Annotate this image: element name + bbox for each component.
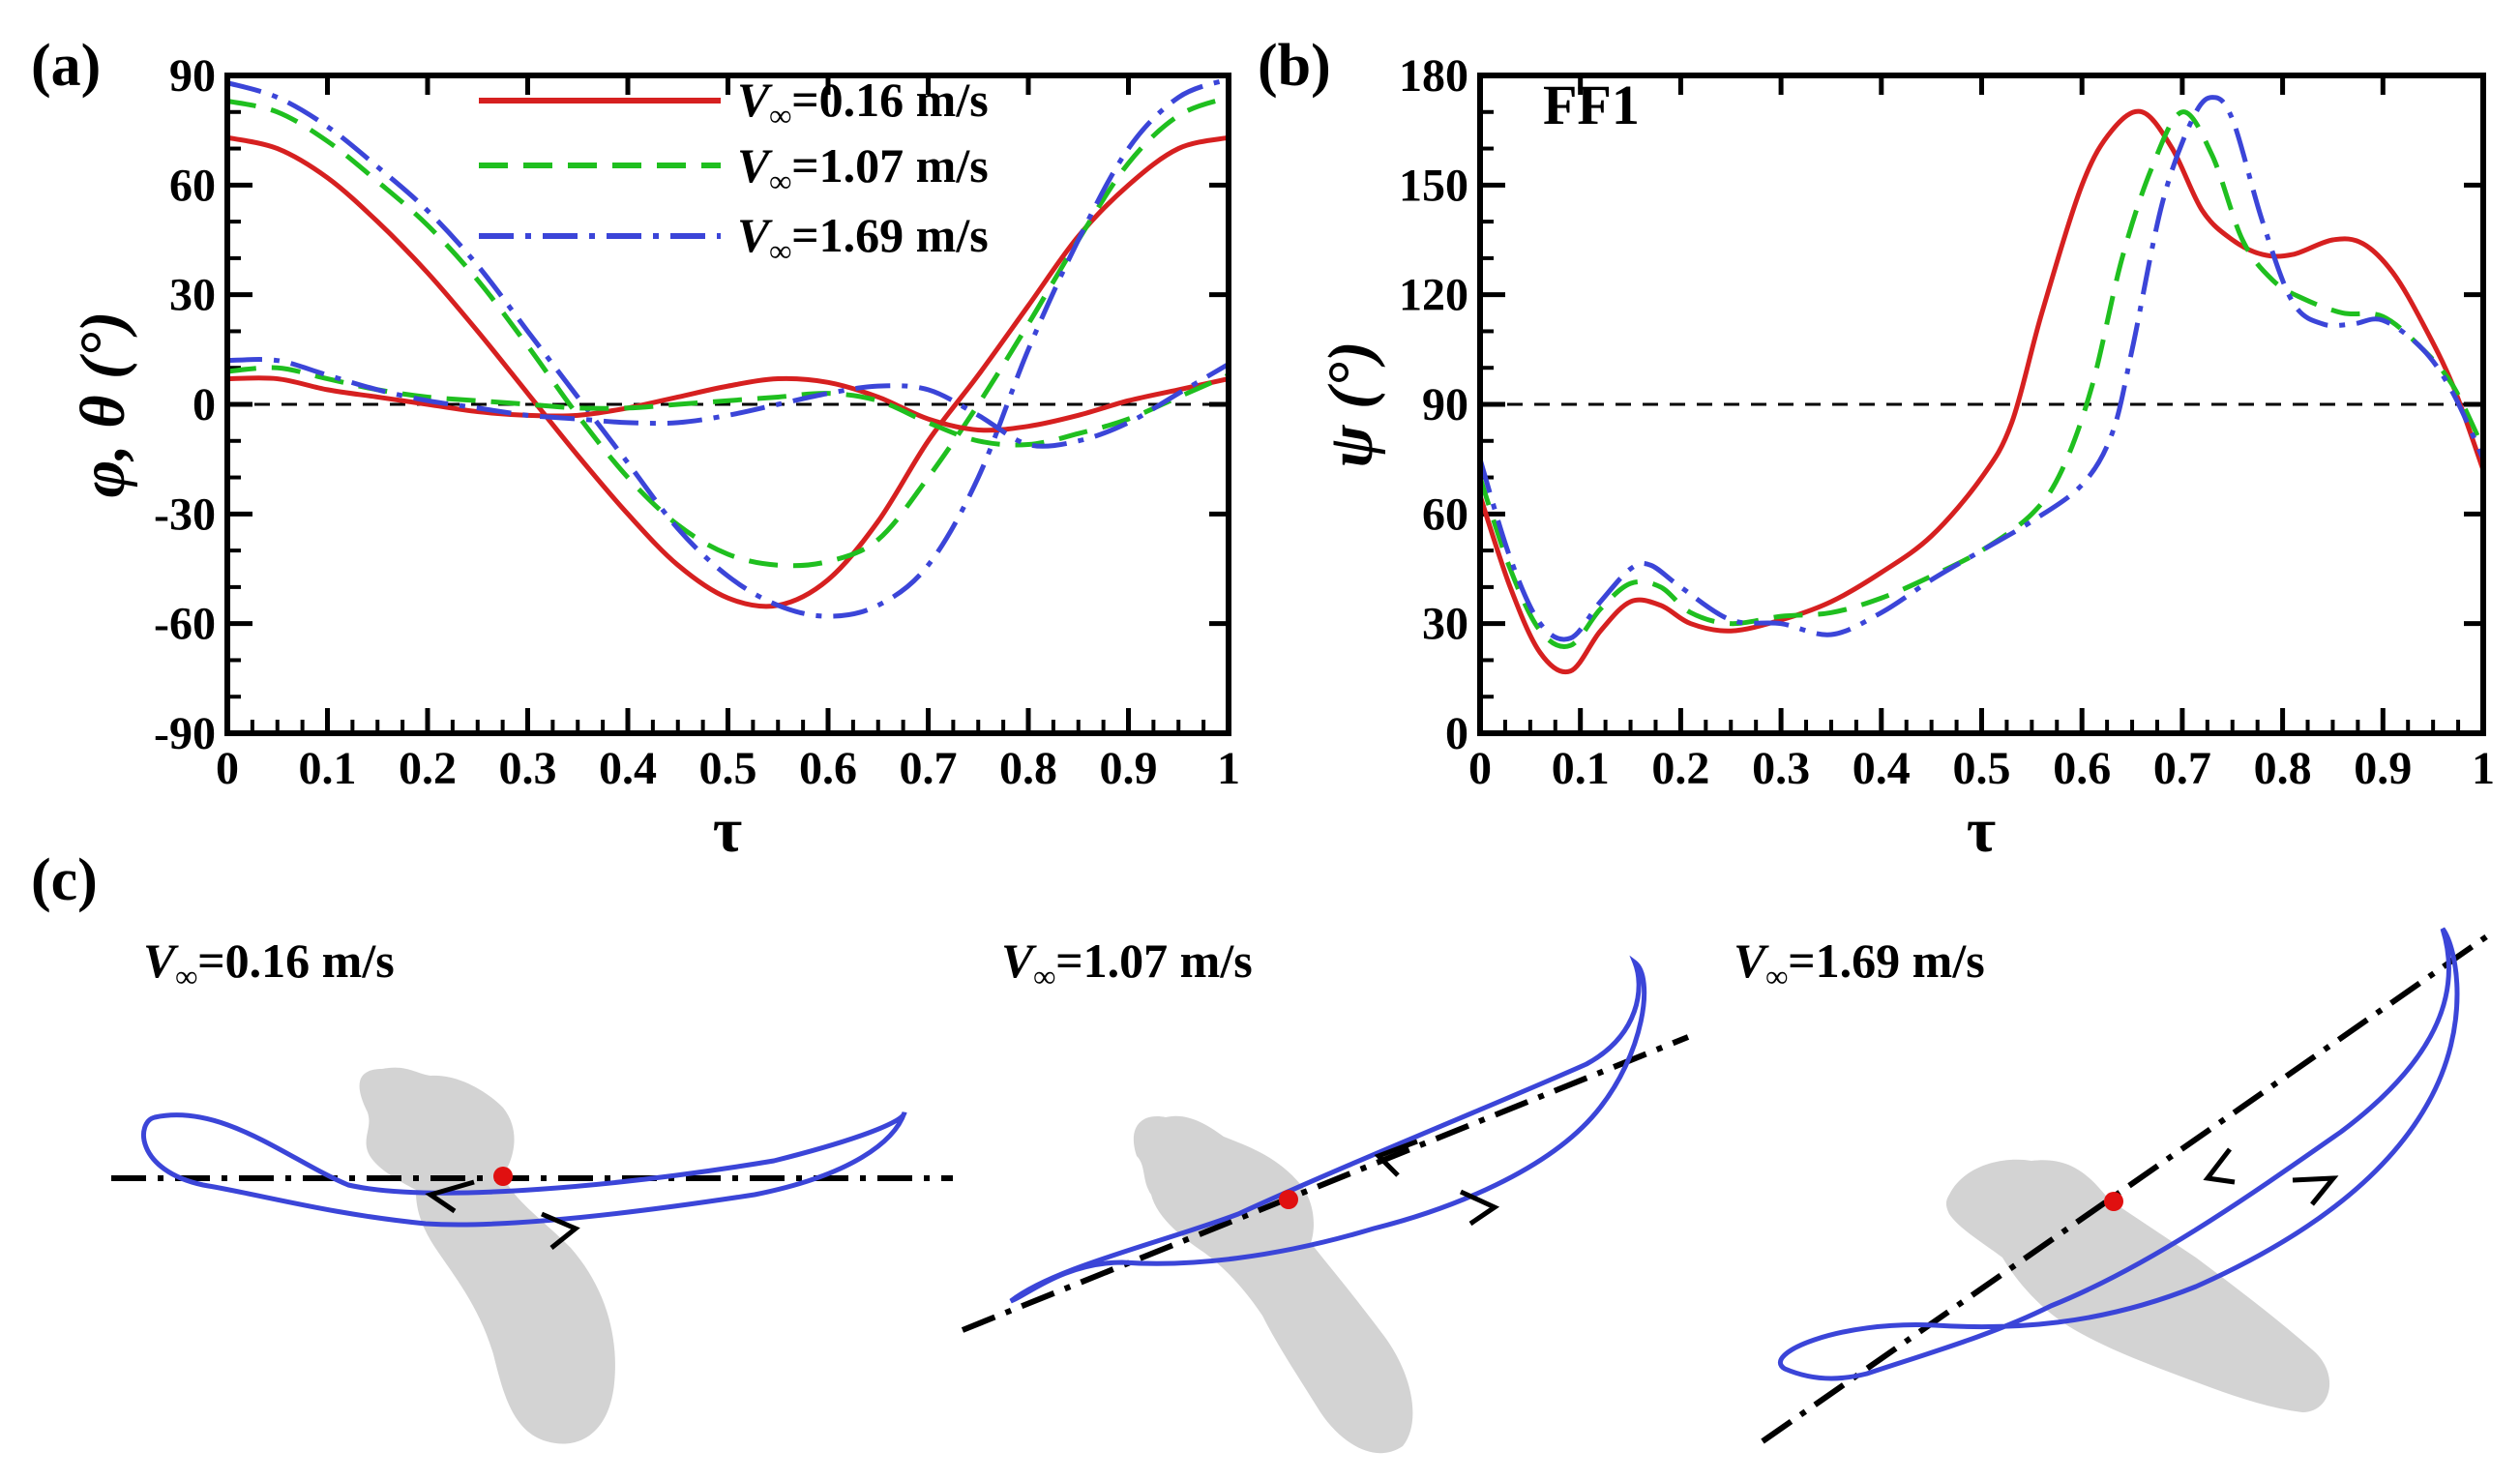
panel-b-series (1477, 95, 2486, 675)
panel-a-series-4 (226, 365, 1230, 448)
subplot-v016: V∞=0.16 m/s (111, 933, 953, 1444)
panel-a-ylabel: φ, θ (°) (68, 311, 138, 498)
x-tick-label: 0.3 (499, 743, 557, 794)
x-tick-label: 0.1 (299, 743, 357, 794)
legend-label-v016: V∞=0.16 m/s (737, 73, 989, 133)
x-tick-label: 0.2 (1651, 743, 1709, 794)
y-tick-label: 0 (193, 379, 216, 430)
x-tick-label: 0.4 (599, 743, 657, 794)
panel-a-series-3 (226, 375, 1230, 433)
fish-body-silhouette (1945, 1159, 2330, 1412)
wing-root-point (2104, 1192, 2123, 1211)
y-tick-label: 90 (169, 50, 216, 102)
x-tick-label: 0.3 (1752, 743, 1810, 794)
panel-a-series (226, 76, 1230, 619)
y-tick-label: 150 (1399, 160, 1468, 211)
panel-b: (b) 0 0.1 0.2 0.3 0.4 0.5 0.6 0.7 0.8 0.9 1 0 30 60 90… (1258, 33, 2495, 866)
x-tick-label: 0.7 (2153, 743, 2211, 794)
panel-b-xlabel: τ (1967, 795, 1996, 866)
x-tick-label: 0.9 (1100, 743, 1158, 794)
panel-c: (c) V∞=0.16 m/s V∞=1.07 m/s V∞=1.69 m/s (31, 847, 2493, 1454)
panel-b-series-2 (1477, 95, 2486, 642)
panel-b-label: (b) (1258, 33, 1331, 99)
fish-body-silhouette (1133, 1115, 1413, 1454)
x-tick-label: 0.9 (2354, 743, 2412, 794)
panel-a-series-2 (226, 76, 1230, 619)
subplot-v169-title: V∞=1.69 m/s (1734, 933, 1985, 993)
y-tick-label: 90 (1422, 379, 1468, 430)
x-tick-label: 0.5 (1953, 743, 2011, 794)
x-tick-label: 0.2 (399, 743, 457, 794)
x-tick-label: 1 (1217, 743, 1240, 794)
y-tick-label: 30 (1422, 599, 1468, 650)
y-tick-label: -90 (154, 708, 216, 759)
panel-b-ylabel: ψ (°) (1316, 341, 1386, 468)
panel-c-label: (c) (31, 847, 98, 913)
x-tick-label: 0.8 (2254, 743, 2312, 794)
direction-arrow-right (541, 1211, 580, 1250)
subplot-v107: V∞=1.07 m/s (961, 933, 1690, 1454)
subplot-v107-title: V∞=1.07 m/s (1001, 933, 1253, 993)
panel-a: (a) 0 0.1 0.2 0.3 0.4 0.5 0.6 0.7 0.8 0.9 1 -90 -60 -… (31, 33, 1240, 866)
panel-b-series-1 (1477, 109, 2486, 649)
panel-a-xlabel: τ (713, 795, 742, 866)
x-tick-label: 0.6 (799, 743, 857, 794)
panel-b-series-0 (1477, 108, 2486, 675)
panel-a-frame (224, 73, 1231, 736)
legend-label-v169: V∞=1.69 m/s (737, 208, 989, 268)
panel-a-label: (a) (31, 33, 101, 99)
stroke-plane-line (1761, 931, 2493, 1444)
panel-a-series-5 (226, 357, 1230, 449)
direction-arrow-left (1374, 1139, 1418, 1177)
direction-arrow-right (1459, 1189, 1500, 1227)
wing-tip-trajectory (1777, 927, 2460, 1381)
legend: V∞=0.16 m/s V∞=1.07 m/s V∞=1.69 m/s (479, 73, 989, 268)
y-tick-label: 30 (169, 270, 216, 321)
x-tick-label: 0.7 (900, 743, 958, 794)
direction-arrow-left (2203, 1147, 2236, 1185)
y-tick-label: 180 (1399, 50, 1468, 102)
x-tick-label: 0.8 (999, 743, 1057, 794)
wing-root-point (493, 1167, 513, 1186)
panel-a-series-0 (226, 134, 1230, 609)
y-tick-label: -30 (154, 489, 216, 540)
stroke-plane-line (961, 1034, 1690, 1333)
fish-body-silhouette (359, 1067, 615, 1444)
wing-root-point (1279, 1190, 1298, 1209)
x-tick-label: 0.6 (2053, 743, 2111, 794)
direction-arrow-left (425, 1179, 475, 1214)
x-tick-label: 0 (1468, 743, 1492, 794)
x-tick-label: 0 (216, 743, 239, 794)
panel-a-series-1 (226, 95, 1230, 569)
wing-tip-trajectory (1009, 955, 1647, 1304)
panel-b-frame (1477, 73, 2486, 736)
x-tick-label: 0.4 (1853, 743, 1911, 794)
y-tick-label: -60 (154, 599, 216, 650)
x-tick-label: 0.1 (1552, 743, 1610, 794)
direction-arrow-right (2292, 1175, 2339, 1206)
y-tick-label: 60 (1422, 489, 1468, 540)
wing-tip-trajectory (141, 1111, 907, 1228)
y-tick-label: 60 (169, 160, 216, 211)
legend-label-v107: V∞=1.07 m/s (737, 138, 989, 198)
subplot-v169: V∞=1.69 m/s (1734, 927, 2493, 1444)
y-tick-label: 120 (1399, 270, 1468, 321)
y-tick-label: 0 (1445, 708, 1468, 759)
panel-b-axes: 0 0.1 0.2 0.3 0.4 0.5 0.6 0.7 0.8 0.9 1 0 30 60 90 120 1… (1399, 50, 2495, 794)
x-tick-label: 0.5 (699, 743, 757, 794)
subplot-v016-title: V∞=0.16 m/s (143, 933, 395, 993)
panel-b-annotation: FF1 (1543, 74, 1640, 136)
x-tick-label: 1 (2472, 743, 2495, 794)
